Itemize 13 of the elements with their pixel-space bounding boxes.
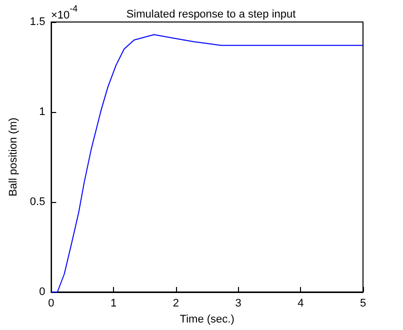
x-tick-label: 5 bbox=[360, 298, 366, 310]
x-tick-label: 0 bbox=[48, 298, 54, 310]
y-axis-title: Ball position (m) bbox=[8, 118, 20, 196]
x-tick-label: 3 bbox=[235, 298, 242, 310]
y-tick-label: 0.5 bbox=[30, 196, 46, 208]
x-axis-title: Time (sec.) bbox=[180, 313, 234, 326]
y-tick-label: 0 bbox=[39, 286, 46, 298]
x-tick-label: 2 bbox=[172, 298, 179, 310]
x-tick-label: 1 bbox=[110, 298, 117, 310]
y-tick-label: 1 bbox=[39, 106, 46, 118]
chart-title: Simulated response to a step input bbox=[126, 8, 296, 20]
x-tick-label: 4 bbox=[298, 298, 304, 310]
y-tick-label: 1.5 bbox=[30, 16, 46, 28]
